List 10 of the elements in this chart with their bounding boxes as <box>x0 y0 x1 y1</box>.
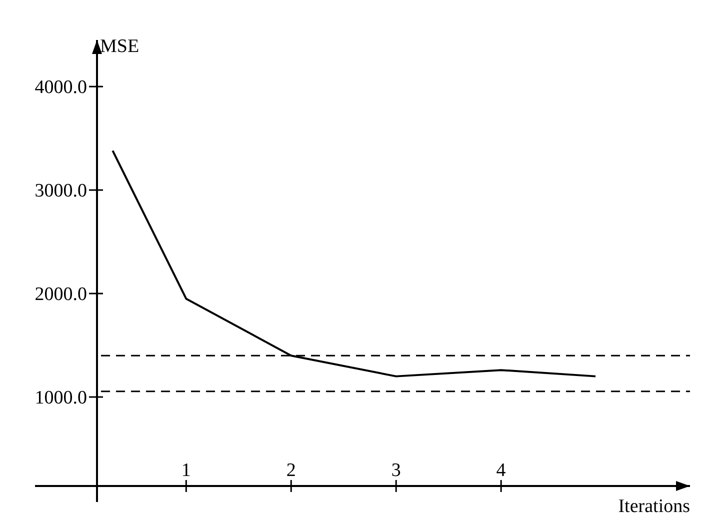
y-tick-label: 1000.0 <box>34 388 87 409</box>
x-tick-label: 2 <box>286 460 296 481</box>
y-axis-title: MSE <box>100 36 140 57</box>
x-tick-label: 4 <box>496 460 506 481</box>
x-axis-title: Iterations <box>618 496 690 517</box>
y-tick-label: 3000.0 <box>34 180 87 202</box>
x-tick-label: 1 <box>181 460 191 481</box>
x-tick-label: 3 <box>391 460 401 481</box>
y-tick-label: 4000.0 <box>34 77 87 98</box>
y-tick-label: 2000.0 <box>34 284 87 306</box>
